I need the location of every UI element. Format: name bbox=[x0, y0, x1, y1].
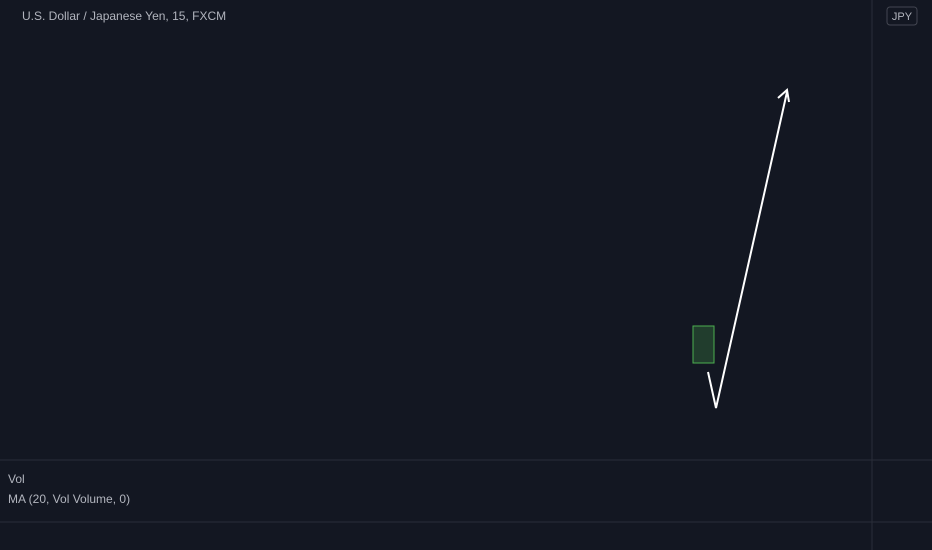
projection-arrow bbox=[707, 91, 788, 409]
currency-box bbox=[886, 6, 918, 26]
chart-title: U.S. Dollar / Japanese Yen, 15, FXCM bbox=[22, 9, 226, 23]
volume-ma-label: MA (20, Vol Volume, 0) bbox=[8, 492, 130, 506]
volume-title: Vol bbox=[8, 472, 25, 486]
arrow-head bbox=[777, 88, 790, 103]
highlight-box bbox=[692, 325, 715, 364]
currency: JPY bbox=[892, 11, 913, 23]
